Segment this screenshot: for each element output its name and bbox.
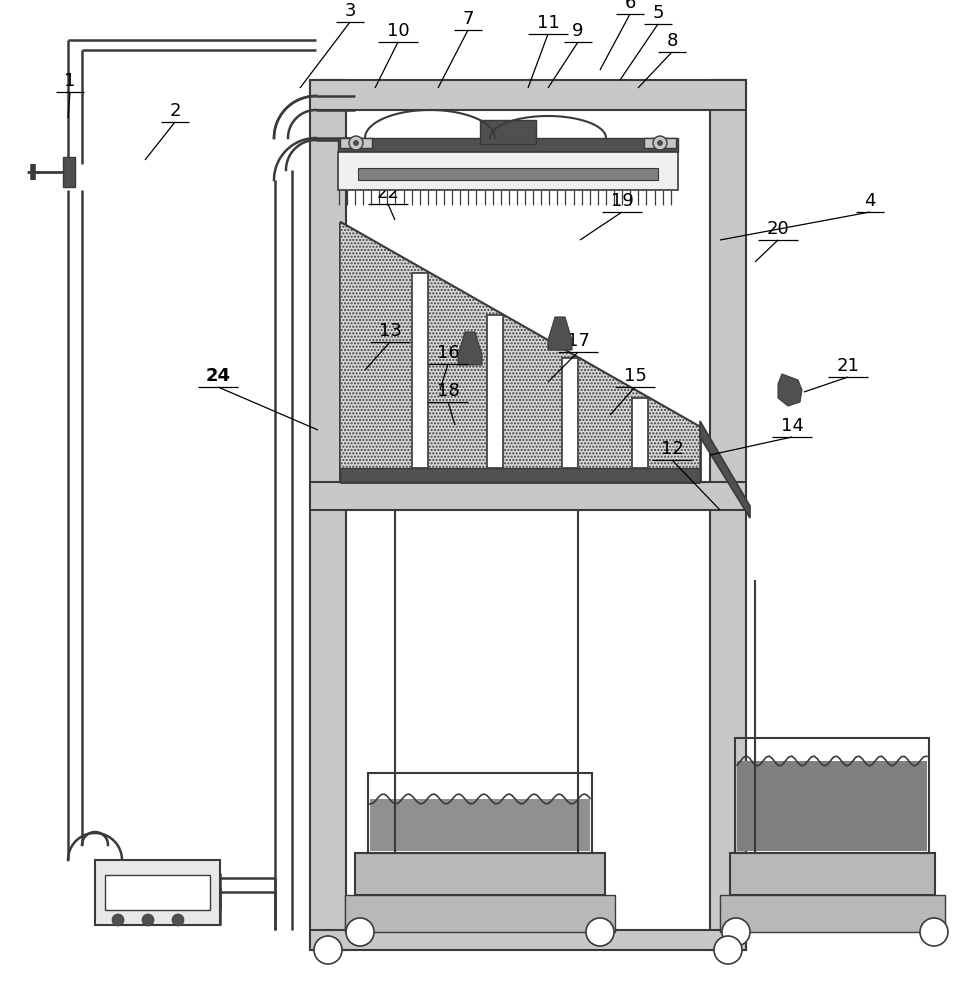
Bar xyxy=(412,273,428,468)
Circle shape xyxy=(657,140,661,145)
Bar xyxy=(729,853,934,895)
Bar xyxy=(709,80,745,950)
Text: 8: 8 xyxy=(665,32,677,50)
Text: 21: 21 xyxy=(836,357,859,375)
Bar xyxy=(339,138,372,148)
Bar xyxy=(643,138,676,148)
Bar xyxy=(345,895,615,932)
Text: 9: 9 xyxy=(572,22,583,40)
Text: 6: 6 xyxy=(623,0,635,12)
Bar xyxy=(337,152,678,190)
Bar xyxy=(310,930,745,950)
Bar xyxy=(720,895,944,932)
Bar xyxy=(368,773,592,853)
Text: 20: 20 xyxy=(766,220,788,238)
Bar xyxy=(479,120,536,144)
Text: 16: 16 xyxy=(436,344,459,362)
Polygon shape xyxy=(339,222,700,482)
Text: 4: 4 xyxy=(863,192,875,210)
Circle shape xyxy=(713,936,741,964)
Bar xyxy=(561,358,578,468)
Text: 17: 17 xyxy=(566,332,589,350)
Circle shape xyxy=(721,918,749,946)
Text: 15: 15 xyxy=(623,367,646,385)
Text: 5: 5 xyxy=(652,4,663,22)
Bar xyxy=(95,860,220,925)
Text: 14: 14 xyxy=(780,417,802,435)
Text: 2: 2 xyxy=(169,102,180,120)
Bar xyxy=(737,761,926,851)
Bar xyxy=(63,157,75,187)
Text: 11: 11 xyxy=(536,14,558,32)
Bar xyxy=(631,398,647,468)
Text: 18: 18 xyxy=(436,382,459,400)
Bar xyxy=(357,168,658,180)
Circle shape xyxy=(346,918,374,946)
Text: 13: 13 xyxy=(378,322,401,340)
Polygon shape xyxy=(778,374,801,406)
Bar xyxy=(486,315,502,468)
Bar xyxy=(105,875,210,910)
Text: 22: 22 xyxy=(376,184,399,202)
Bar xyxy=(734,738,928,853)
Circle shape xyxy=(314,936,341,964)
Bar xyxy=(337,138,678,152)
Text: 1: 1 xyxy=(64,72,75,90)
Bar xyxy=(370,799,589,851)
Text: 19: 19 xyxy=(610,192,633,210)
Bar xyxy=(310,482,745,510)
Circle shape xyxy=(652,136,666,150)
Circle shape xyxy=(919,918,947,946)
Circle shape xyxy=(112,914,124,926)
Text: 12: 12 xyxy=(659,440,682,458)
Polygon shape xyxy=(700,421,749,518)
Bar xyxy=(310,80,745,110)
Text: 7: 7 xyxy=(462,10,474,28)
Bar xyxy=(355,853,604,895)
Text: 3: 3 xyxy=(344,2,355,20)
Circle shape xyxy=(172,914,184,926)
Text: 24: 24 xyxy=(205,367,231,385)
Polygon shape xyxy=(547,317,572,350)
Circle shape xyxy=(354,140,358,145)
Circle shape xyxy=(349,136,363,150)
Polygon shape xyxy=(457,332,481,365)
Bar xyxy=(310,80,346,950)
Text: 10: 10 xyxy=(386,22,409,40)
Bar xyxy=(339,468,700,482)
Circle shape xyxy=(142,914,153,926)
Circle shape xyxy=(585,918,614,946)
